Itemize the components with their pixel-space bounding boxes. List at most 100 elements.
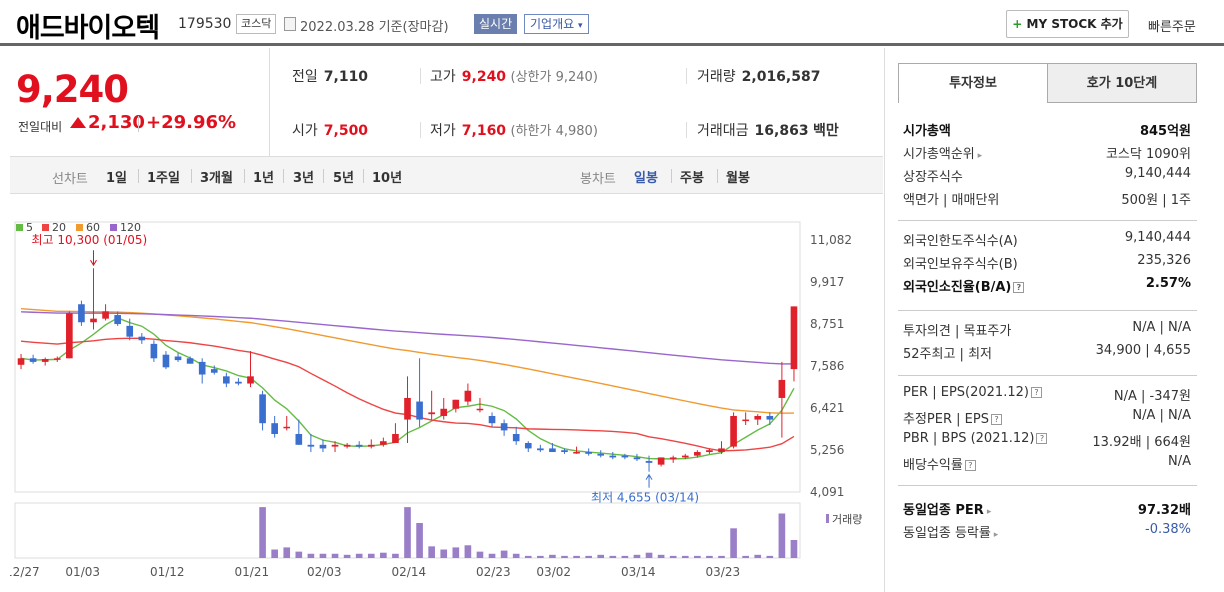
price-chart[interactable]: 11,082 9,917 8,751 7,586 6,421 5,256 4,091 5 20 6…: [10, 210, 883, 590]
candle-body: [742, 419, 749, 422]
x-tick-label: 03/02: [536, 565, 571, 579]
company-name: 애드바이오텍: [16, 13, 160, 44]
volume-bar: [307, 553, 315, 558]
volume-bar: [790, 539, 798, 558]
tab-period-3y[interactable]: 3년: [293, 171, 315, 186]
candle-body: [223, 376, 230, 384]
volume-bar: [343, 554, 351, 558]
invest-row-label: 추정PER | EPS?: [903, 408, 1002, 427]
volume-bar: [331, 553, 339, 558]
candle-body: [78, 304, 85, 323]
volume-bar: [404, 507, 411, 558]
candle-body: [319, 444, 327, 449]
invest-row-value: N/A | N/A: [1132, 320, 1191, 335]
candle-body: [138, 336, 146, 341]
x-tick-label: 01/21: [235, 565, 270, 579]
tab-period-10y[interactable]: 10년: [372, 171, 403, 186]
invest-row[interactable]: PBR | BPS (2021.12)? 13.92배 | 664원: [903, 431, 1191, 451]
realtime-button[interactable]: 실시간: [474, 14, 518, 34]
volume-bar: [428, 546, 435, 558]
candle-body: [633, 457, 641, 460]
y-tick-label: 9,917: [810, 275, 844, 289]
tab-period-5y[interactable]: 5년: [333, 171, 355, 186]
invest-row-value: 235,326: [1137, 253, 1191, 268]
volume-bar: [597, 554, 605, 558]
candle-body: [669, 457, 677, 460]
volume-bar: [283, 547, 291, 558]
tab-period-1d[interactable]: 1일: [106, 171, 128, 186]
invest-row[interactable]: 동일업종 등락률 ▸ -0.38%: [903, 522, 1191, 542]
tab-candle-weekly[interactable]: 주봉: [680, 171, 704, 186]
line-chart-label: 선차트: [52, 172, 88, 187]
tab-period-1w[interactable]: 1주일: [147, 171, 180, 186]
candle-body: [754, 415, 762, 420]
low-price: 저가 7,160 (하한가 4,980): [430, 123, 598, 139]
x-tick-label: 12/27: [10, 565, 40, 579]
legend-swatch: [110, 224, 117, 231]
help-icon: ?: [990, 414, 1002, 425]
high-price: 고가 9,240 (상한가 9,240): [430, 69, 598, 85]
company-info-button[interactable]: 기업개요 ▾: [524, 14, 589, 34]
volume-label: 거래량: [832, 513, 862, 526]
invest-row: 외국인한도주식수(A) 9,140,444: [903, 230, 1191, 250]
candle-body: [657, 457, 665, 465]
candle-body: [452, 399, 460, 409]
invest-row[interactable]: 외국인소진율(B/A)? 2.57%: [903, 276, 1191, 296]
invest-row[interactable]: 동일업종 PER ▸ 97.32배: [903, 499, 1191, 519]
volume-bar: [537, 555, 544, 558]
invest-row-value: 13.92배 | 664원: [1092, 435, 1191, 450]
tab-candle-monthly[interactable]: 월봉: [726, 171, 750, 186]
invest-row-label: 동일업종 PER ▸: [903, 503, 992, 518]
calendar-icon: [284, 17, 296, 31]
y-tick-label: 11,082: [810, 233, 852, 247]
x-tick-label: 03/14: [621, 565, 656, 579]
x-tick-label: 02/23: [476, 565, 511, 579]
prev-close: 전일 7,110: [292, 69, 369, 85]
legend-label: 20: [52, 221, 66, 234]
volume-bar: [355, 553, 363, 558]
tab-period-3m[interactable]: 3개월: [200, 171, 233, 186]
invest-row[interactable]: 배당수익률? N/A: [903, 454, 1191, 474]
invest-row-value: 코스닥 1090위: [1105, 147, 1191, 162]
candle-body: [549, 448, 556, 453]
candle-body: [235, 381, 242, 384]
legend-label: 120: [120, 221, 141, 234]
invest-row[interactable]: PER | EPS(2021.12)? N/A | -347원: [903, 385, 1191, 405]
invest-row: 시가총액 845억원: [903, 120, 1191, 140]
invest-row[interactable]: 추정PER | EPS? N/A | N/A: [903, 408, 1191, 428]
invest-row[interactable]: 시가총액순위 ▸ 코스닥 1090위: [903, 143, 1191, 163]
volume-bar: [380, 552, 387, 558]
volume-bar: [259, 507, 266, 558]
candle-body: [464, 390, 472, 402]
ma120-line: [21, 311, 794, 365]
invest-row-label: 동일업종 등락률 ▸: [903, 526, 999, 541]
y-tick-label: 6,421: [810, 401, 844, 415]
candle-body: [271, 423, 278, 435]
y-tick-label: 4,091: [810, 485, 844, 499]
invest-row-value: 9,140,444: [1124, 230, 1191, 245]
candle-body: [150, 343, 158, 359]
plus-icon: +: [1012, 17, 1023, 31]
basis-date: 2022.03.28 기준(장마감): [300, 20, 449, 35]
volume-bar: [718, 555, 725, 558]
tab-invest-info[interactable]: 투자정보: [898, 63, 1048, 103]
tab-candle-daily[interactable]: 일봉: [634, 171, 658, 186]
candle-body: [778, 379, 786, 398]
legend-label: 60: [86, 221, 100, 234]
candle-body: [295, 434, 303, 445]
invest-row-label: PER | EPS(2021.12)?: [903, 385, 1042, 400]
volume-bar: [561, 555, 568, 558]
tab-orderbook-10[interactable]: 호가 10단계: [1047, 63, 1197, 103]
tab-period-1y[interactable]: 1년: [253, 171, 275, 186]
invest-row-value: N/A | -347원: [1113, 389, 1191, 404]
change-label: 전일대비: [18, 120, 63, 134]
high-arrow-head: [90, 259, 97, 267]
volume-bar: [730, 528, 737, 558]
caret-right-icon: ▸: [990, 530, 999, 540]
candle-body: [428, 412, 435, 415]
volume-bar: [645, 552, 653, 558]
add-mystock-button[interactable]: + MY STOCK 추가: [1006, 10, 1129, 38]
quick-order-link[interactable]: 빠른주문: [1148, 20, 1196, 35]
invest-row: 외국인보유주식수(B) 235,326: [903, 253, 1191, 273]
invest-row-value: N/A | N/A: [1132, 408, 1191, 423]
